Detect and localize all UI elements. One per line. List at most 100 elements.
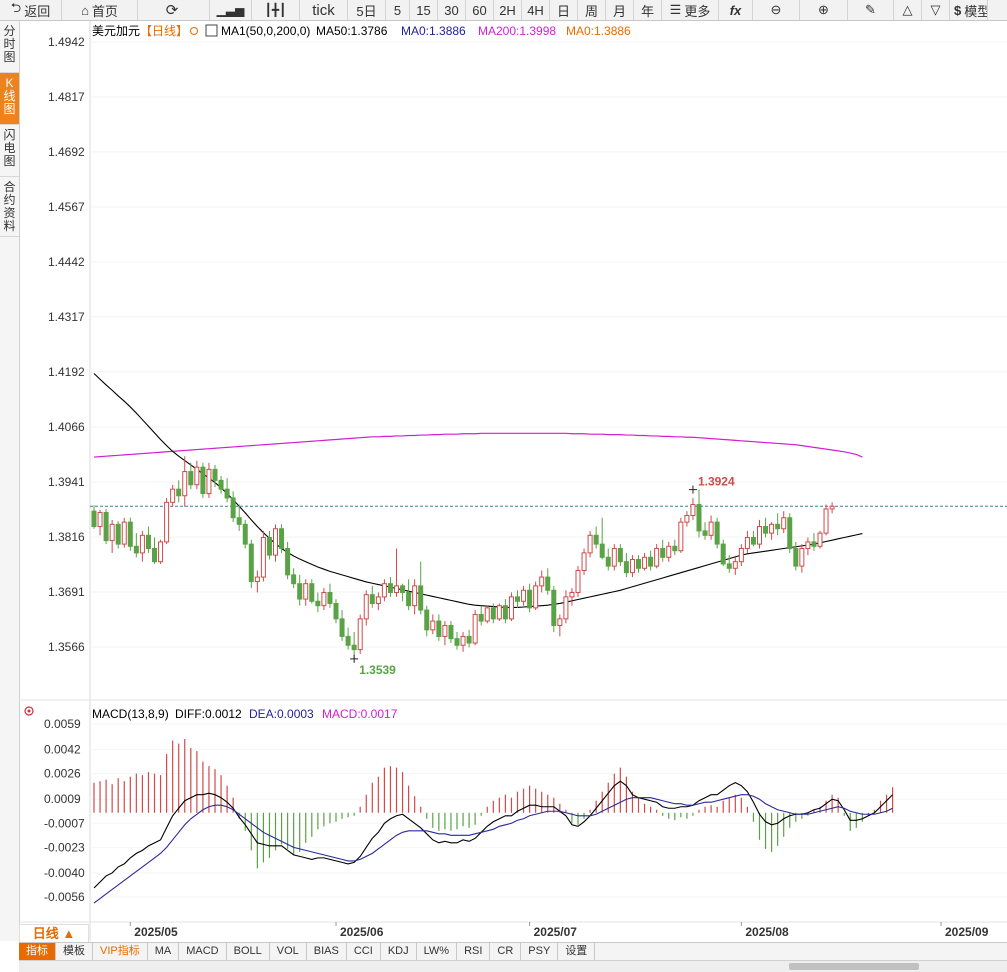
- candle: [515, 590, 520, 608]
- chart-type-button[interactable]: ▁▃▅: [210, 0, 252, 20]
- candle-body: [684, 515, 690, 523]
- candle: [696, 489, 702, 538]
- more-button[interactable]: ☰ 更多: [662, 0, 719, 20]
- scroll-up-button[interactable]: △: [894, 0, 922, 20]
- period-button-4[interactable]: 60: [466, 0, 494, 20]
- refresh-button[interactable]: ⟳: [138, 0, 210, 20]
- back-button[interactable]: ⮌ 返回: [0, 0, 62, 20]
- main-legend-item-6: MA0:1.3886: [566, 24, 631, 38]
- candle: [442, 621, 448, 646]
- candle-body: [823, 508, 829, 534]
- indicator-tab-8[interactable]: CCI: [347, 943, 381, 960]
- indicator-tab-14[interactable]: 设置: [558, 943, 596, 960]
- candle: [823, 504, 829, 536]
- candle-body: [521, 589, 527, 602]
- period-button-0[interactable]: 5日: [348, 0, 386, 20]
- y-tick-label: 1.3941: [48, 475, 85, 489]
- pen-icon: ✎: [865, 2, 876, 17]
- home-button[interactable]: ⌂ 首页: [62, 0, 138, 20]
- candle-body: [206, 468, 212, 495]
- tick-button[interactable]: tick: [300, 0, 348, 20]
- candle-body: [678, 521, 684, 552]
- candle: [424, 605, 430, 637]
- macd-y-tick-label: -0.0007: [44, 816, 85, 830]
- period-button-1[interactable]: 5: [386, 0, 410, 20]
- candle: [575, 566, 581, 597]
- candle-body: [799, 548, 805, 567]
- indicator-tab-12[interactable]: CR: [490, 943, 522, 960]
- candle-body: [291, 574, 297, 585]
- home-icon: ⌂: [81, 2, 89, 18]
- candle: [291, 568, 297, 589]
- candle: [684, 511, 690, 527]
- scroll-down-button[interactable]: ▽: [922, 0, 950, 20]
- side-tab-1[interactable]: K线图: [0, 73, 19, 125]
- period-button-3[interactable]: 30: [438, 0, 466, 20]
- candle-style-button[interactable]: ┃╋┃: [252, 0, 300, 20]
- side-tab-3[interactable]: 合约资料: [0, 177, 19, 237]
- zoom-out-button[interactable]: ⊖: [753, 0, 800, 20]
- candle-body: [127, 521, 133, 547]
- candle-body: [611, 548, 617, 567]
- period-tag[interactable]: 日线 ▲: [19, 924, 89, 943]
- period-button-6[interactable]: 4H: [522, 0, 550, 20]
- candle: [387, 577, 393, 597]
- indicator-tab-3[interactable]: MA: [148, 943, 180, 960]
- macd-legend-macd: MACD:0.0017: [322, 707, 398, 721]
- candle: [345, 627, 351, 650]
- x-tick-label: 2025/07: [534, 925, 578, 939]
- indicator-tab-11[interactable]: RSI: [457, 943, 491, 960]
- candle: [121, 517, 127, 548]
- period-button-5[interactable]: 2H: [494, 0, 522, 20]
- draw-button[interactable]: ✎: [848, 0, 894, 20]
- indicator-tab-13[interactable]: PSY: [521, 943, 559, 960]
- indicator-tab-7[interactable]: BIAS: [307, 943, 347, 960]
- indicator-tab-2[interactable]: VIP指标: [93, 943, 148, 960]
- candle-body: [666, 545, 672, 558]
- model-button[interactable]: $ 模型: [950, 0, 988, 20]
- indicator-tab-9[interactable]: KDJ: [381, 943, 417, 960]
- diff-line: [93, 780, 893, 889]
- indicator-tab-1[interactable]: 模板: [56, 943, 93, 960]
- period-button-9[interactable]: 月: [606, 0, 634, 20]
- candlestick-icon: ┃╋┃: [264, 3, 287, 17]
- candle: [394, 548, 399, 597]
- candle-body: [297, 583, 303, 600]
- chart-area[interactable]: 1.4942 1.4817 1.4692 1.4567 1.4442 1.4317 1.41…: [0, 0, 1007, 942]
- candle-body: [817, 532, 823, 547]
- indicator-tab-0[interactable]: 指标: [19, 943, 56, 960]
- triangle-down-icon: ▽: [930, 2, 941, 17]
- zoom-in-button[interactable]: ⊕: [800, 0, 848, 20]
- candle: [726, 555, 732, 573]
- chart-scrollbar[interactable]: [19, 960, 1007, 972]
- candle-body: [152, 548, 157, 563]
- candle: [115, 521, 121, 549]
- candle-body: [490, 607, 496, 620]
- main-legend-item-0: 美元加元: [92, 24, 140, 38]
- candle: [339, 610, 345, 641]
- candle-body: [115, 523, 121, 545]
- candle-body: [478, 613, 484, 622]
- formula-button[interactable]: fx: [719, 0, 753, 20]
- indicator-tab-6[interactable]: VOL: [270, 943, 307, 960]
- period-button-2[interactable]: 15: [410, 0, 438, 20]
- period-button-10[interactable]: 年: [634, 0, 662, 20]
- candle-body: [587, 534, 593, 554]
- candle: [690, 497, 696, 520]
- indicator-tab-10[interactable]: LW%: [417, 943, 458, 960]
- x-tick-label: 2025/09: [945, 925, 989, 939]
- side-tab-0[interactable]: 分时图: [0, 21, 19, 73]
- side-tab-2[interactable]: 闪电图: [0, 125, 19, 177]
- scroll-thumb[interactable]: [789, 963, 919, 970]
- indicator-tab-4[interactable]: MACD: [179, 943, 227, 960]
- indicator-tab-5[interactable]: BOLL: [227, 943, 270, 960]
- period-button-7[interactable]: 日: [550, 0, 578, 20]
- candle-body: [218, 479, 224, 490]
- period-button-8[interactable]: 周: [578, 0, 606, 20]
- triangle-up-icon: △: [902, 2, 913, 17]
- candle: [587, 530, 593, 558]
- candle-body: [412, 585, 418, 607]
- candle-body: [545, 576, 551, 591]
- candle-body: [539, 576, 545, 587]
- candle: [103, 508, 109, 545]
